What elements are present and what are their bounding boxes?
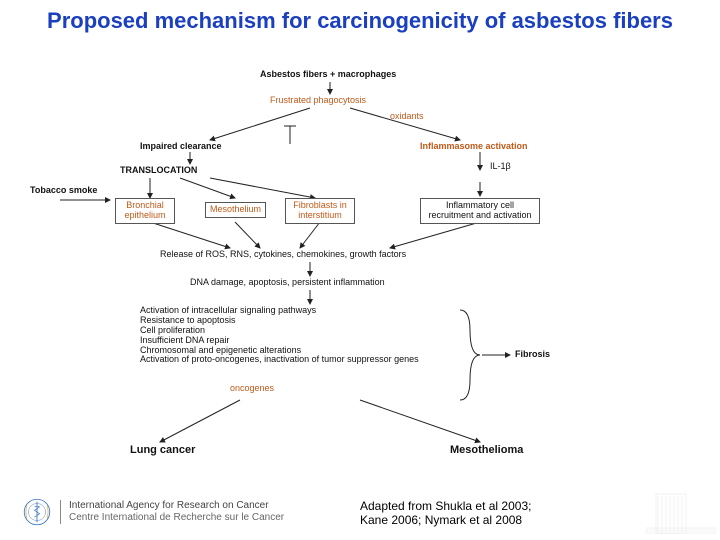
node-lung-cancer: Lung cancer — [130, 444, 195, 456]
node-mesothelium: Mesothelium — [205, 202, 266, 218]
node-release-ros: Release of ROS, RNS, cytokines, chemokin… — [160, 250, 406, 260]
node-asbestos-macrophages: Asbestos fibers + macrophages — [260, 70, 396, 80]
node-oxidants: oxidants — [390, 112, 424, 122]
citation-line-2: Kane 2006; Nymark et al 2008 — [360, 514, 531, 528]
node-fibrosis: Fibrosis — [515, 350, 550, 360]
agency-block: International Agency for Research on Can… — [60, 500, 284, 524]
arrow-layer — [60, 70, 660, 460]
node-impaired-clearance: Impaired clearance — [140, 142, 222, 152]
title-text: Proposed mechanism for carcinogenicity o… — [47, 8, 673, 33]
block-line-6: Activation of proto-oncogenes, inactivat… — [140, 355, 419, 365]
node-frustrated-phagocytosis: Frustrated phagocytosis — [270, 96, 366, 106]
node-inflammasome: Inflammasome activation — [420, 142, 528, 152]
node-inflammatory-cell: Inflammatory cell recruitment and activa… — [420, 198, 540, 224]
node-mesothelioma: Mesothelioma — [450, 444, 523, 456]
page-title: Proposed mechanism for carcinogenicity o… — [0, 0, 720, 38]
node-bronchial-epithelium: Bronchial epithelium — [115, 198, 175, 224]
node-dna-damage: DNA damage, apoptosis, persistent inflam… — [190, 278, 385, 288]
node-translocation: TRANSLOCATION — [120, 166, 197, 176]
citation-block: Adapted from Shukla et al 2003; Kane 200… — [360, 500, 531, 528]
agency-line-1: International Agency for Research on Can… — [69, 500, 284, 512]
building-watermark-icon — [646, 484, 716, 534]
node-oncogenes: oncogenes — [230, 384, 274, 394]
citation-line-1: Adapted from Shukla et al 2003; — [360, 500, 531, 514]
flow-diagram: Asbestos fibers + macrophages Frustrated… — [60, 70, 660, 460]
node-tobacco-smoke: Tobacco smoke — [30, 186, 97, 196]
node-pathway-block: Activation of intracellular signaling pa… — [140, 306, 419, 365]
agency-line-2: Centre International de Recherche sur le… — [69, 512, 284, 524]
who-logo-icon — [20, 495, 54, 529]
node-il1b: IL-1β — [490, 162, 511, 172]
node-fibroblasts: Fibroblasts in interstitium — [285, 198, 355, 224]
